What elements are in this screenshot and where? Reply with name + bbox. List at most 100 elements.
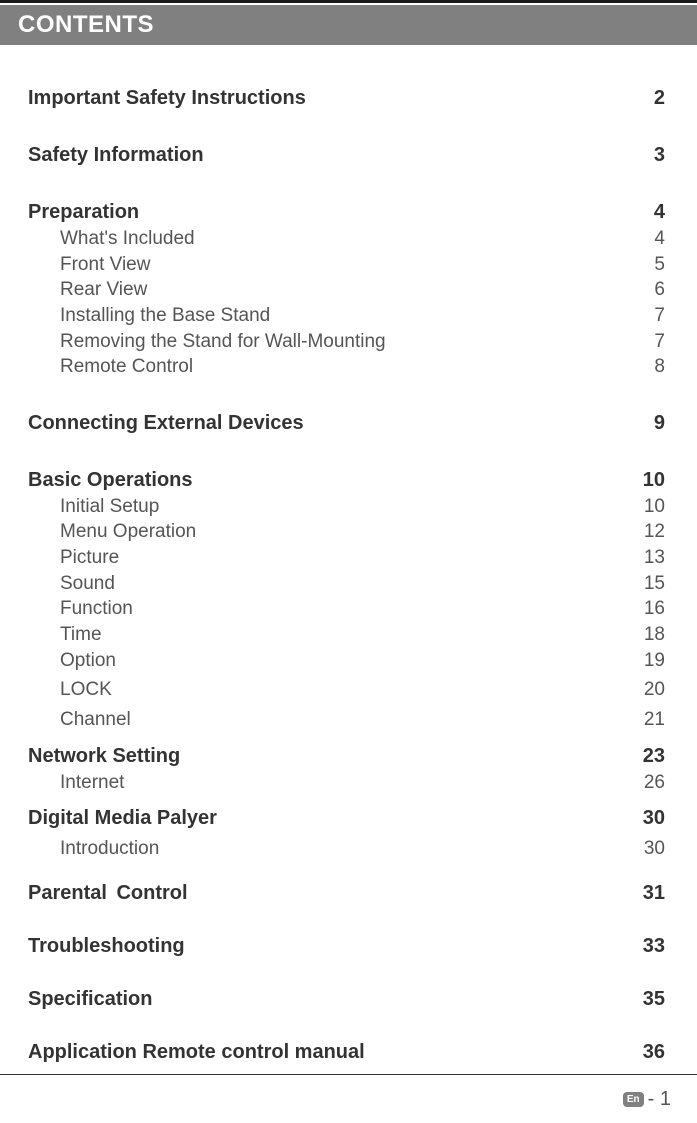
toc-title: Installing the Base Stand — [60, 303, 625, 329]
toc-title: Option — [60, 648, 625, 674]
contents-body: Important Safety Instructions 2 Safety I… — [0, 45, 697, 1066]
toc-section-troubleshooting: Troubleshooting 33 — [28, 933, 665, 960]
toc-title: Troubleshooting — [28, 933, 625, 960]
toc-page: 36 — [625, 1039, 665, 1066]
page-num-text: - 1 — [648, 1088, 671, 1111]
toc-title: Network Setting — [28, 743, 625, 770]
toc-title: Sound — [60, 571, 625, 597]
toc-title: Channel — [60, 707, 625, 733]
toc-subitem: Initial Setup 10 — [28, 494, 665, 520]
toc-item-app-remote: Application Remote control manual 36 — [28, 1039, 665, 1066]
toc-page: 26 — [625, 770, 665, 796]
toc-title: Preparation — [28, 199, 625, 226]
toc-page: 6 — [625, 277, 665, 303]
toc-page: 18 — [625, 622, 665, 648]
toc-item-parental-control: Parental Control 31 — [28, 880, 665, 907]
toc-subitem: Picture 13 — [28, 545, 665, 571]
toc-subitem: Installing the Base Stand 7 — [28, 303, 665, 329]
toc-title: Time — [60, 622, 625, 648]
toc-title: Remote Control — [60, 354, 625, 380]
toc-page: 31 — [625, 880, 665, 907]
toc-page: 33 — [625, 933, 665, 960]
toc-item-specification: Specification 35 — [28, 986, 665, 1013]
toc-page: 13 — [625, 545, 665, 571]
toc-title: Connecting External Devices — [28, 410, 625, 437]
toc-section-parental-control: Parental Control 31 — [28, 880, 665, 907]
toc-page: 21 — [625, 707, 665, 733]
toc-page: 16 — [625, 596, 665, 622]
toc-item-network-setting: Network Setting 23 — [28, 743, 665, 770]
toc-section-network-setting: Network Setting 23 Internet 26 — [28, 743, 665, 796]
toc-page: 7 — [625, 329, 665, 355]
toc-subitem: Channel 21 — [28, 707, 665, 733]
toc-title: Parental Control — [28, 880, 625, 907]
toc-item-basic-operations: Basic Operations 10 — [28, 467, 665, 494]
page-number: En - 1 — [623, 1088, 671, 1111]
footer-divider — [0, 1074, 697, 1075]
toc-title: What's Included — [60, 226, 625, 252]
toc-section-digital-media: Digital Media Palyer 30 Introduction 30 — [28, 805, 665, 862]
language-badge: En — [623, 1092, 644, 1107]
toc-subitem: LOCK 20 — [28, 677, 665, 703]
toc-title: Safety Information — [28, 142, 625, 169]
toc-title: Function — [60, 596, 625, 622]
toc-title: Removing the Stand for Wall-Mounting — [60, 329, 625, 355]
toc-section-preparation: Preparation 4 What's Included 4 Front Vi… — [28, 199, 665, 380]
toc-item-connecting: Connecting External Devices 9 — [28, 410, 665, 437]
toc-title: LOCK — [60, 677, 625, 703]
toc-page: 19 — [625, 648, 665, 674]
toc-subitem: Rear View 6 — [28, 277, 665, 303]
toc-subitem: Front View 5 — [28, 252, 665, 278]
toc-item-safety-instructions: Important Safety Instructions 2 — [28, 85, 665, 112]
toc-subitem: Option 19 — [28, 648, 665, 674]
toc-page: 20 — [625, 677, 665, 703]
toc-item-safety-information: Safety Information 3 — [28, 142, 665, 169]
toc-item-preparation: Preparation 4 — [28, 199, 665, 226]
toc-page: 8 — [625, 354, 665, 380]
toc-title: Menu Operation — [60, 519, 625, 545]
toc-subitem: What's Included 4 — [28, 226, 665, 252]
toc-page: 4 — [625, 199, 665, 226]
toc-subitem: Removing the Stand for Wall-Mounting 7 — [28, 329, 665, 355]
toc-title: Initial Setup — [60, 494, 625, 520]
toc-title: Application Remote control manual — [28, 1039, 625, 1066]
toc-title: Internet — [60, 770, 625, 796]
top-border — [0, 0, 697, 3]
toc-section-safety-instructions: Important Safety Instructions 2 — [28, 85, 665, 112]
toc-title: Front View — [60, 252, 625, 278]
toc-page: 5 — [625, 252, 665, 278]
toc-subitem: Function 16 — [28, 596, 665, 622]
toc-page: 35 — [625, 986, 665, 1013]
toc-section-connecting: Connecting External Devices 9 — [28, 410, 665, 437]
toc-page: 10 — [625, 494, 665, 520]
toc-subitem: Remote Control 8 — [28, 354, 665, 380]
toc-page: 3 — [625, 142, 665, 169]
toc-section-app-remote: Application Remote control manual 36 — [28, 1039, 665, 1066]
toc-title: Specification — [28, 986, 625, 1013]
toc-title: Basic Operations — [28, 467, 625, 494]
toc-title: Picture — [60, 545, 625, 571]
toc-item-digital-media: Digital Media Palyer 30 — [28, 805, 665, 832]
toc-page: 7 — [625, 303, 665, 329]
toc-page: 4 — [625, 226, 665, 252]
toc-subitem: Menu Operation 12 — [28, 519, 665, 545]
toc-section-specification: Specification 35 — [28, 986, 665, 1013]
toc-page: 23 — [625, 743, 665, 770]
toc-subitem: Introduction 30 — [28, 836, 665, 862]
toc-title: Important Safety Instructions — [28, 85, 625, 112]
toc-subitem: Internet 26 — [28, 770, 665, 796]
toc-page: 2 — [625, 85, 665, 112]
toc-section-safety-information: Safety Information 3 — [28, 142, 665, 169]
toc-title: Introduction — [60, 836, 625, 862]
toc-subitem: Sound 15 — [28, 571, 665, 597]
toc-page: 30 — [625, 836, 665, 862]
toc-page: 12 — [625, 519, 665, 545]
toc-title: Rear View — [60, 277, 625, 303]
toc-title: Digital Media Palyer — [28, 805, 625, 832]
toc-page: 15 — [625, 571, 665, 597]
contents-header: CONTENTS — [0, 5, 697, 45]
toc-page: 10 — [625, 467, 665, 494]
toc-item-troubleshooting: Troubleshooting 33 — [28, 933, 665, 960]
toc-page: 9 — [625, 410, 665, 437]
toc-page: 30 — [625, 805, 665, 832]
